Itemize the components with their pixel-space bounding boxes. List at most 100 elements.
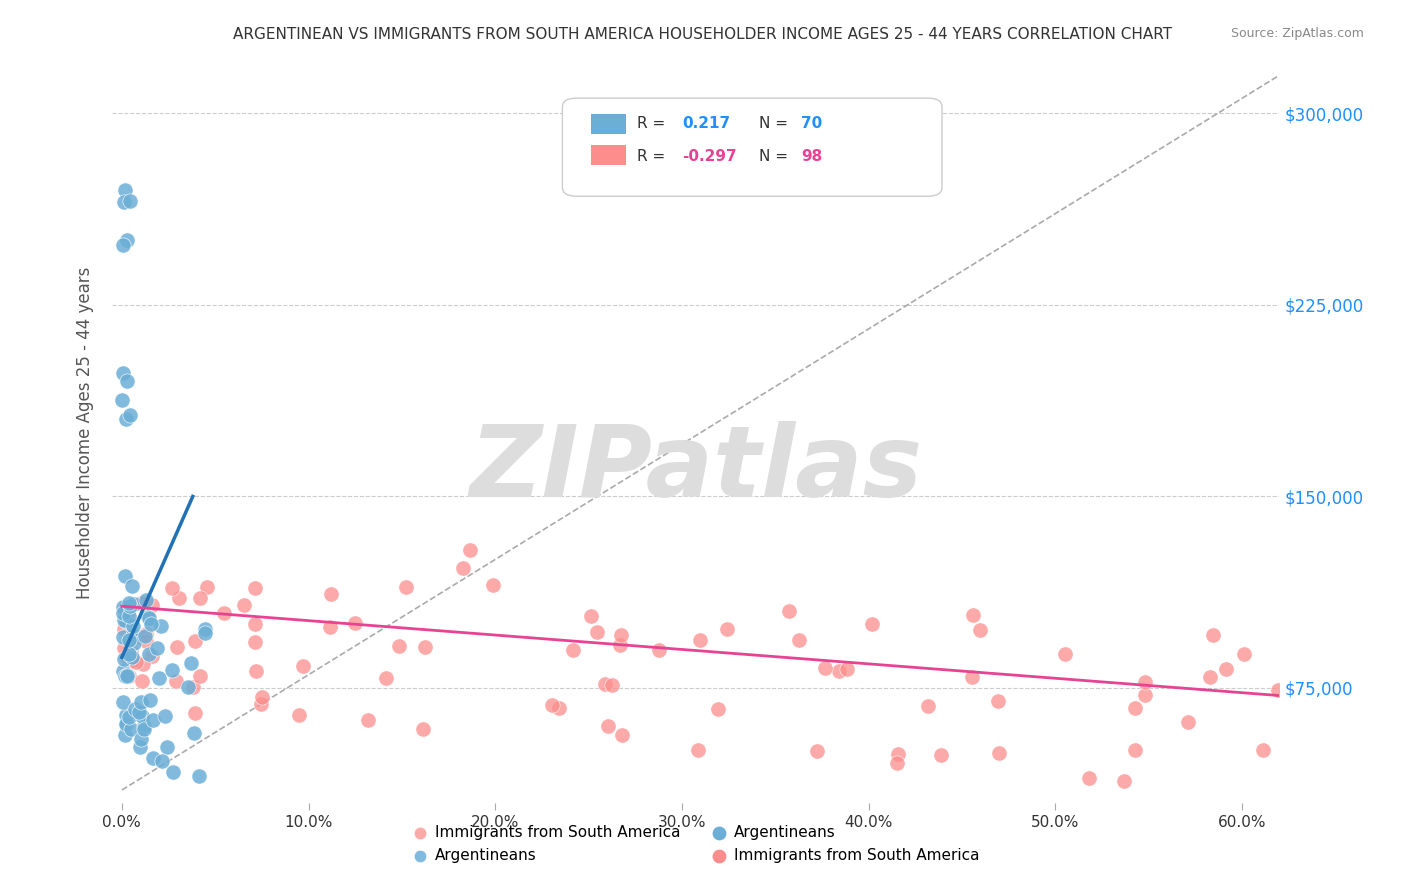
Immigrants from South America bbox=[548, 701, 571, 715]
Argentineans bbox=[115, 233, 138, 247]
Immigrants from South America bbox=[114, 665, 136, 680]
Immigrants from South America bbox=[183, 680, 205, 694]
Immigrants from South America bbox=[141, 599, 163, 613]
Text: 70: 70 bbox=[801, 117, 823, 131]
Immigrants from South America bbox=[886, 756, 908, 770]
Immigrants from South America bbox=[319, 587, 342, 601]
Immigrants from South America bbox=[806, 744, 828, 758]
Argentineans bbox=[114, 183, 136, 197]
Argentineans bbox=[183, 726, 205, 740]
Argentineans bbox=[111, 606, 134, 620]
Argentineans bbox=[155, 740, 177, 755]
Text: 98: 98 bbox=[801, 149, 823, 163]
Immigrants from South America bbox=[129, 595, 152, 609]
Argentineans bbox=[112, 195, 135, 210]
Argentineans bbox=[115, 614, 138, 628]
Immigrants from South America bbox=[117, 669, 139, 683]
Text: ZIPatlas: ZIPatlas bbox=[470, 421, 922, 518]
Argentineans bbox=[128, 740, 150, 755]
Argentineans bbox=[114, 728, 136, 742]
Immigrants from South America bbox=[596, 719, 619, 733]
Immigrants from South America bbox=[357, 713, 380, 727]
Immigrants from South America bbox=[388, 639, 411, 653]
Immigrants from South America bbox=[132, 657, 155, 672]
Text: Source: ZipAtlas.com: Source: ZipAtlas.com bbox=[1230, 27, 1364, 40]
Argentineans bbox=[134, 629, 156, 643]
Immigrants from South America bbox=[828, 664, 851, 678]
Immigrants from South America bbox=[609, 638, 631, 652]
Immigrants from South America bbox=[115, 604, 138, 618]
Immigrants from South America bbox=[1215, 662, 1237, 676]
Immigrants from South America bbox=[887, 747, 910, 762]
Argentineans bbox=[120, 722, 142, 736]
Immigrants from South America bbox=[125, 655, 148, 669]
Immigrants from South America bbox=[1133, 674, 1156, 689]
Immigrants from South America bbox=[1054, 648, 1077, 662]
Immigrants from South America bbox=[195, 580, 218, 594]
Immigrants from South America bbox=[287, 708, 309, 723]
Immigrants from South America bbox=[319, 620, 342, 634]
Argentineans bbox=[117, 669, 139, 683]
Argentineans bbox=[129, 695, 152, 709]
Argentineans bbox=[193, 622, 215, 636]
Immigrants from South America bbox=[960, 670, 983, 684]
Immigrants from South America bbox=[451, 560, 474, 574]
Argentineans bbox=[114, 717, 136, 731]
Argentineans bbox=[121, 579, 143, 593]
Immigrants from South America bbox=[586, 625, 609, 640]
Immigrants from South America bbox=[929, 748, 952, 763]
Argentineans bbox=[118, 194, 141, 208]
Argentineans bbox=[112, 613, 135, 627]
Legend: Immigrants from South America, Argentineans, Argentineans, Immigrants from South: Immigrants from South America, Argentine… bbox=[406, 820, 986, 869]
Immigrants from South America bbox=[125, 630, 148, 644]
Argentineans bbox=[148, 671, 170, 685]
Immigrants from South America bbox=[141, 649, 163, 664]
Immigrants from South America bbox=[233, 598, 256, 612]
Argentineans bbox=[118, 599, 141, 613]
Argentineans bbox=[177, 680, 200, 694]
Immigrants from South America bbox=[778, 604, 800, 618]
Argentineans bbox=[131, 731, 153, 746]
Argentineans bbox=[160, 663, 183, 677]
Argentineans bbox=[122, 636, 145, 650]
Immigrants from South America bbox=[612, 728, 634, 742]
Argentineans bbox=[128, 705, 150, 719]
Immigrants from South America bbox=[245, 616, 267, 631]
Immigrants from South America bbox=[1267, 683, 1289, 698]
Immigrants from South America bbox=[648, 643, 671, 657]
Immigrants from South America bbox=[166, 640, 188, 654]
Immigrants from South America bbox=[1123, 743, 1146, 757]
Immigrants from South America bbox=[117, 653, 139, 667]
Argentineans bbox=[139, 616, 162, 631]
Immigrants from South America bbox=[245, 664, 267, 678]
Immigrants from South America bbox=[131, 630, 153, 644]
Immigrants from South America bbox=[169, 591, 191, 606]
Text: 0.217: 0.217 bbox=[682, 117, 730, 131]
Immigrants from South America bbox=[250, 697, 273, 711]
Argentineans bbox=[111, 366, 134, 380]
Argentineans bbox=[153, 709, 176, 723]
Argentineans bbox=[118, 409, 141, 423]
Immigrants from South America bbox=[1177, 715, 1199, 730]
Argentineans bbox=[138, 647, 160, 661]
Argentineans bbox=[136, 610, 159, 624]
Argentineans bbox=[124, 702, 146, 716]
Text: N =: N = bbox=[759, 117, 789, 131]
Text: N =: N = bbox=[759, 149, 789, 163]
Argentineans bbox=[111, 393, 134, 408]
Argentineans bbox=[114, 569, 136, 583]
Argentineans bbox=[162, 765, 184, 780]
Immigrants from South America bbox=[188, 591, 211, 605]
Immigrants from South America bbox=[813, 661, 835, 675]
Argentineans bbox=[138, 610, 160, 624]
Immigrants from South America bbox=[987, 694, 1010, 708]
Argentineans bbox=[114, 668, 136, 682]
Argentineans bbox=[121, 649, 143, 664]
Argentineans bbox=[121, 628, 143, 642]
Immigrants from South America bbox=[1125, 701, 1147, 715]
Argentineans bbox=[118, 609, 141, 624]
Argentineans bbox=[142, 713, 165, 727]
Argentineans bbox=[115, 708, 138, 723]
Argentineans bbox=[142, 751, 165, 765]
Argentineans bbox=[118, 710, 141, 724]
